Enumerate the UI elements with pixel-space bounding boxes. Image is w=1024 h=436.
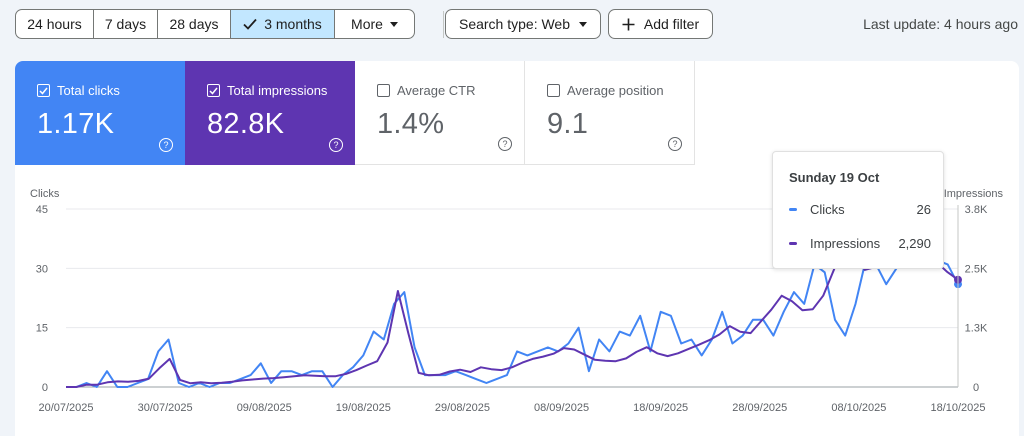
series-line-impressions [66, 244, 959, 388]
metric-value: 82.8K [207, 108, 285, 140]
y2-tick-label: 0 [973, 382, 979, 394]
x-tick-label: 08/10/2025 [831, 402, 886, 414]
y2-tick-label: 2.5K [965, 263, 988, 275]
toolbar-divider [443, 11, 444, 38]
series-swatch [789, 242, 797, 245]
tooltip-series-name: Clicks [810, 202, 845, 217]
metric-label: Average CTR [397, 83, 476, 98]
checkmark-icon [243, 18, 257, 30]
range-label: 7 days [104, 16, 147, 32]
y-tick-label: 0 [42, 382, 48, 394]
tooltip-date: Sunday 19 Oct [789, 170, 880, 185]
range-label: 3 months [264, 16, 322, 32]
add-filter-label: Add filter [643, 16, 700, 32]
search-type-label: Search type: Web [458, 16, 571, 32]
x-tick-label: 19/08/2025 [336, 402, 391, 414]
checkbox-unchecked-icon[interactable] [377, 84, 390, 97]
y2-tick-label: 1.3K [965, 323, 988, 335]
series-line-clicks [66, 251, 959, 388]
series-swatch [789, 208, 797, 211]
metric-value: 1.17K [37, 108, 115, 140]
y2-axis-title: Impressions [944, 188, 1004, 200]
metric-label: Total impressions [227, 83, 328, 98]
y-tick-label: 30 [36, 263, 48, 275]
metric-average-ctr[interactable]: Average CTR 1.4% ? [355, 61, 525, 165]
y-tick-label: 45 [36, 204, 48, 216]
range-3-months[interactable]: 3 months [231, 10, 335, 38]
tooltip-series-value: 26 [916, 202, 931, 217]
plus-icon [622, 18, 635, 30]
search-type-dropdown[interactable]: Search type: Web [445, 9, 601, 39]
checkbox-checked-icon[interactable] [37, 84, 50, 97]
x-tick-label: 20/07/2025 [38, 402, 93, 414]
help-icon[interactable]: ? [329, 138, 343, 152]
tooltip-row-clicks: Clicks 26 [789, 202, 931, 217]
metric-label: Total clicks [57, 83, 120, 98]
x-tick-label: 08/09/2025 [534, 402, 589, 414]
checkbox-unchecked-icon[interactable] [547, 84, 560, 97]
help-icon[interactable]: ? [159, 138, 173, 152]
metric-total-clicks[interactable]: Total clicks 1.17K ? [15, 61, 185, 165]
range-label: More [351, 16, 383, 32]
x-tick-label: 29/08/2025 [435, 402, 490, 414]
range-28-days[interactable]: 28 days [158, 10, 231, 38]
toolbar: 24 hours 7 days 28 days 3 months More Se… [15, 8, 1018, 40]
y-tick-label: 15 [36, 323, 48, 335]
range-label: 28 days [169, 16, 219, 32]
range-more-dropdown[interactable]: More [335, 10, 414, 38]
metric-label: Average position [567, 83, 664, 98]
add-filter-button[interactable]: Add filter [608, 9, 713, 39]
x-tick-label: 30/07/2025 [138, 402, 193, 414]
help-icon[interactable]: ? [498, 137, 512, 151]
range-24-hours[interactable]: 24 hours [16, 10, 94, 38]
range-label: 24 hours [27, 16, 82, 32]
x-tick-label: 18/09/2025 [633, 402, 688, 414]
chart-tooltip: Sunday 19 Oct Clicks 26 Impressions 2,29… [772, 151, 944, 269]
tooltip-series-name: Impressions [810, 236, 881, 251]
x-tick-label: 09/08/2025 [237, 402, 292, 414]
metric-value: 9.1 [547, 108, 589, 140]
metric-value: 1.4% [377, 108, 445, 140]
metric-total-impressions[interactable]: Total impressions 82.8K ? [185, 61, 355, 165]
range-7-days[interactable]: 7 days [94, 10, 158, 38]
checkbox-checked-icon[interactable] [207, 84, 220, 97]
performance-card: 45 3.8K 30 2.5K 15 1.3K 0 0 Clicks Impressions 20/… [15, 61, 1019, 436]
tooltip-row-impressions: Impressions 2,290 [789, 236, 931, 251]
last-update-text: Last update: 4 hours ago [863, 16, 1018, 32]
metric-average-position[interactable]: Average position 9.1 ? [525, 61, 695, 165]
x-tick-label: 18/10/2025 [930, 402, 985, 414]
tooltip-series-value: 2,290 [898, 236, 931, 251]
y2-tick-label: 3.8K [965, 204, 988, 216]
chevron-down-icon [579, 21, 588, 27]
date-range-selector: 24 hours 7 days 28 days 3 months More [15, 9, 415, 39]
y-axis-title: Clicks [30, 188, 60, 200]
chevron-down-icon [389, 21, 398, 27]
x-tick-label: 28/09/2025 [732, 402, 787, 414]
help-icon[interactable]: ? [668, 137, 682, 151]
